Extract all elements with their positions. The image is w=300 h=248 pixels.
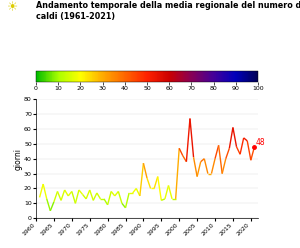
Text: Andamento temporale della media regionale del numero di giorni
caldi (1961-2021): Andamento temporale della media regional… <box>36 1 300 21</box>
Text: ☀: ☀ <box>8 1 19 14</box>
Y-axis label: giorni: giorni <box>14 148 22 170</box>
Text: 48: 48 <box>256 138 265 147</box>
